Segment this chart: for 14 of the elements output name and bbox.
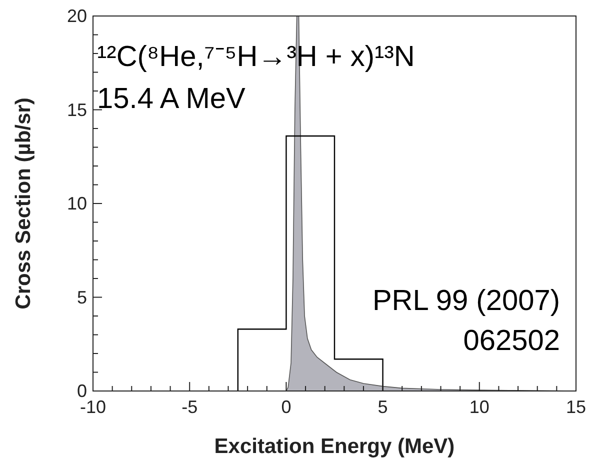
- x-tick-label: 5: [378, 397, 388, 417]
- annotation: 062502: [463, 325, 560, 357]
- annotation: 15.4 A MeV: [97, 83, 246, 115]
- y-axis-title: Cross Section (µb/sr): [12, 98, 35, 310]
- y-tick-label: 5: [76, 287, 87, 308]
- x-axis-title: Excitation Energy (MeV): [214, 435, 455, 458]
- x-tick-label: 10: [469, 397, 490, 417]
- x-tick-label: 15: [566, 397, 586, 417]
- annotation: PRL 99 (2007): [372, 285, 560, 317]
- x-tick-label: -5: [182, 397, 198, 417]
- y-tick-label: 15: [66, 100, 87, 120]
- x-tick-label: 0: [281, 397, 292, 417]
- y-tick-label: 10: [66, 194, 87, 214]
- y-tick-label: 20: [66, 6, 87, 26]
